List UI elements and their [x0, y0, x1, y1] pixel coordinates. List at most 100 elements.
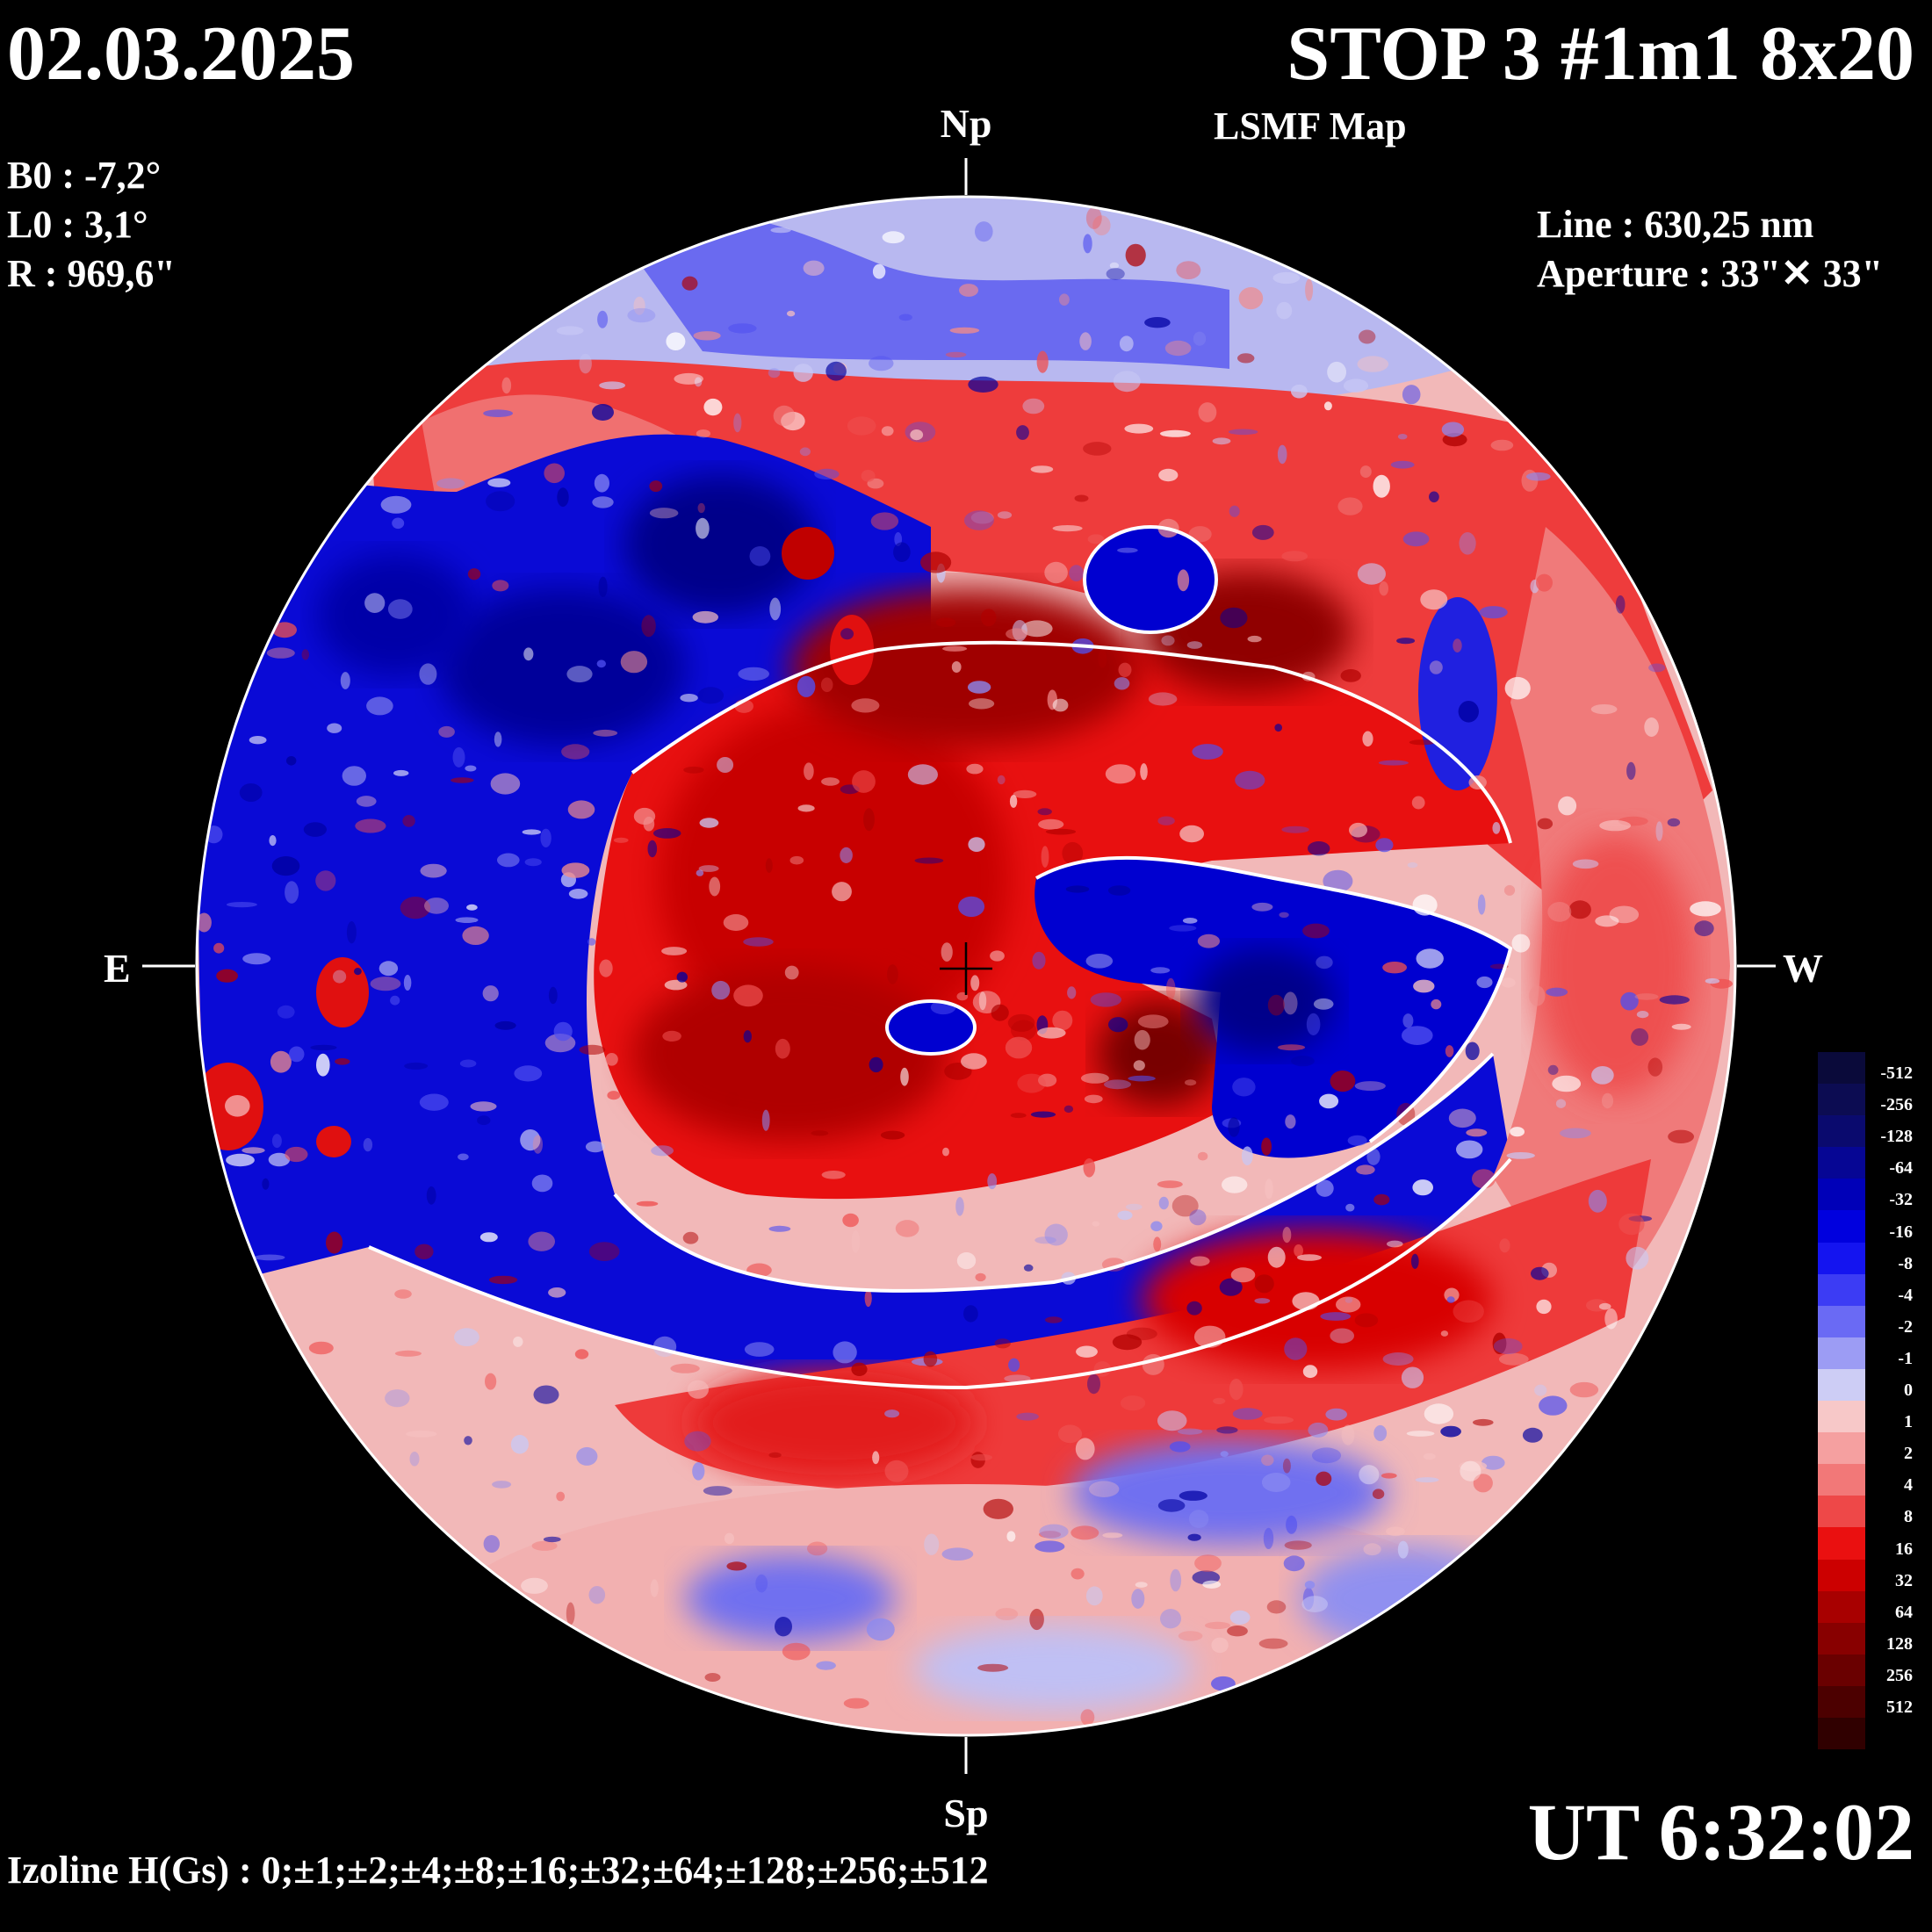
speckle	[465, 765, 477, 772]
speckle	[576, 1446, 598, 1466]
speckle	[1323, 401, 1332, 411]
speckle	[821, 1171, 846, 1179]
speckle	[1277, 444, 1287, 465]
speckle	[870, 512, 899, 530]
speckle	[895, 1220, 919, 1237]
speckle	[1157, 1499, 1186, 1512]
speckle	[1341, 1424, 1355, 1445]
speckle	[694, 377, 703, 387]
speckle	[1011, 1020, 1036, 1041]
speckle	[1131, 1589, 1145, 1609]
speckle	[1158, 468, 1179, 482]
speckle	[797, 804, 815, 812]
speckle	[773, 405, 796, 427]
speckle	[983, 1498, 1014, 1519]
speckle	[649, 508, 679, 519]
speckle	[492, 580, 509, 592]
speckle	[990, 950, 1005, 962]
map-subtitle: LSMF Map	[1214, 105, 1407, 148]
speckle	[1620, 991, 1639, 1011]
speckle	[593, 729, 618, 737]
speckle	[1247, 635, 1262, 643]
speckle	[1220, 1451, 1229, 1457]
speckle	[1568, 900, 1591, 919]
speckle	[1363, 1543, 1381, 1556]
speckle	[1274, 724, 1282, 732]
speckle	[1402, 385, 1421, 405]
speckle	[1219, 1278, 1243, 1296]
speckle	[887, 964, 898, 984]
speckle	[1114, 677, 1130, 690]
speckle	[1204, 1621, 1231, 1629]
speckle	[1022, 398, 1045, 415]
speckle	[1407, 861, 1418, 869]
speckle	[1008, 1358, 1020, 1373]
speckle	[995, 1608, 1019, 1620]
speckle	[1316, 1471, 1332, 1487]
speckle	[884, 1409, 900, 1418]
speckle	[842, 1213, 859, 1228]
speckle	[548, 1287, 566, 1298]
speckle	[1558, 796, 1577, 816]
speckle	[970, 511, 994, 524]
speckle	[686, 1049, 698, 1071]
speckle	[271, 856, 300, 876]
speckle	[1157, 816, 1175, 825]
speckle	[1382, 1352, 1414, 1366]
speckle	[315, 870, 336, 891]
speckle	[1537, 818, 1554, 830]
speckle	[1506, 1152, 1535, 1159]
speckle	[483, 1535, 500, 1553]
speckle	[733, 413, 742, 433]
speckle	[1401, 1366, 1424, 1388]
speckle	[1071, 1568, 1085, 1580]
legend-label: 2	[1904, 1444, 1913, 1464]
speckle	[1281, 551, 1308, 562]
speckle	[1501, 977, 1516, 988]
speckle	[424, 898, 449, 914]
center-crosshair	[940, 942, 992, 995]
speckle	[959, 284, 978, 297]
speckle	[1591, 1066, 1614, 1085]
date-label: 02.03.2025	[7, 11, 355, 97]
speckle	[1232, 1408, 1263, 1420]
speckle	[1071, 1525, 1099, 1540]
speckle	[458, 1153, 469, 1161]
speckle	[497, 853, 520, 868]
speckle	[1179, 825, 1204, 843]
speckle	[1192, 744, 1223, 760]
speckle	[459, 1059, 477, 1068]
speckle	[1330, 1071, 1356, 1092]
speckle	[1164, 340, 1192, 357]
speckle	[1440, 1330, 1449, 1337]
speckle	[226, 902, 257, 908]
speckle	[1178, 1428, 1203, 1435]
speckle	[1476, 976, 1493, 989]
speckle	[354, 968, 362, 976]
speckle	[1190, 1256, 1210, 1266]
speckle	[1087, 1373, 1100, 1395]
speckle	[605, 1053, 618, 1066]
speckle	[1356, 1164, 1375, 1175]
speckle	[1473, 1418, 1494, 1426]
speckle	[1529, 985, 1546, 1006]
speckle	[1029, 1608, 1044, 1631]
legend-swatch	[1818, 1273, 1865, 1306]
speckle	[588, 938, 596, 946]
speckle	[1372, 1489, 1385, 1499]
speckle	[958, 896, 985, 918]
speckle	[363, 1137, 373, 1152]
speckle	[216, 969, 238, 983]
speckle	[403, 975, 412, 991]
speckle	[755, 1574, 768, 1593]
speckle	[843, 1698, 869, 1709]
speckle	[1052, 1010, 1073, 1031]
speckle	[226, 1153, 255, 1167]
speckle	[288, 1046, 305, 1063]
speckle	[975, 221, 993, 242]
speckle	[462, 926, 489, 945]
speckle	[1456, 1140, 1483, 1159]
speckle	[1108, 1017, 1128, 1033]
speckle	[1547, 902, 1572, 922]
speckle	[1185, 1079, 1197, 1086]
